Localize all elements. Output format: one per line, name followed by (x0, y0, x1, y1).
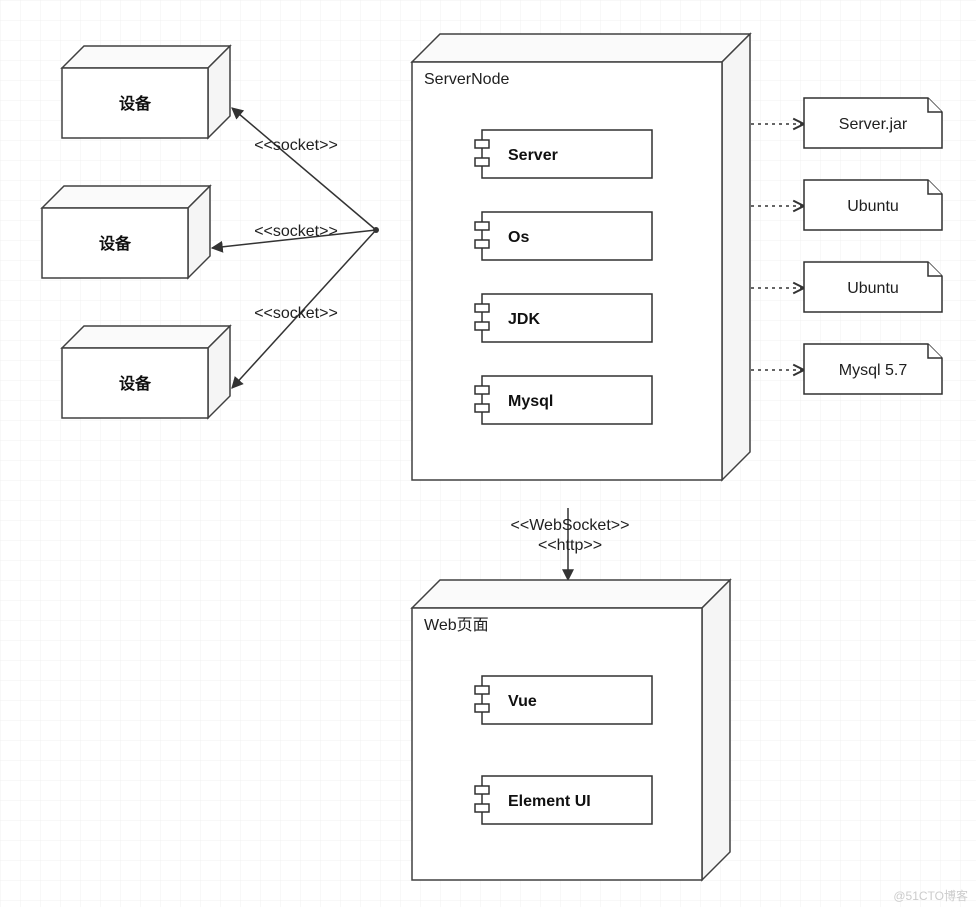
artifact-a-ubuntu2: Ubuntu (804, 262, 942, 312)
node-title: 设备 (99, 234, 132, 253)
artifact-a-ubuntu1: Ubuntu (804, 180, 942, 230)
artifact-a-serverjar: Server.jar (804, 98, 942, 148)
edge-label: <<socket>> (254, 305, 338, 322)
component-c-server: Server (475, 130, 652, 178)
node-title: 设备 (119, 94, 152, 113)
node-dev2: 设备 (42, 186, 210, 278)
component-c-jdk: JDK (475, 294, 652, 342)
node-web: Web页面 Vue Element UI (412, 580, 730, 880)
component-label: Mysql (508, 393, 553, 410)
component-label: Element UI (508, 793, 591, 810)
component-label: Os (508, 229, 529, 246)
node-title: ServerNode (424, 71, 509, 88)
node-server: ServerNode Server Os JDK Mysql (412, 34, 750, 480)
artifact-label: Server.jar (839, 116, 908, 133)
artifact-a-mysql57: Mysql 5.7 (804, 344, 942, 394)
artifact-label: Ubuntu (847, 280, 899, 297)
deployment-diagram: 设备设备设备ServerNodeServerOsJDKMysqlWeb页面Vue… (0, 0, 976, 907)
component-c-mysql: Mysql (475, 376, 652, 424)
component-label: Server (508, 147, 558, 164)
node-dev3: 设备 (62, 326, 230, 418)
node-title: 设备 (119, 374, 152, 393)
watermark: @51CTO博客 (893, 888, 968, 903)
component-c-el: Element UI (475, 776, 652, 824)
artifact-label: Ubuntu (847, 198, 899, 215)
edge-label: <<WebSocket>> (511, 517, 630, 534)
node-dev1: 设备 (62, 46, 230, 138)
component-label: JDK (508, 311, 540, 328)
component-c-os: Os (475, 212, 652, 260)
component-label: Vue (508, 693, 537, 710)
node-title: Web页面 (424, 617, 489, 634)
edge-label: <<socket>> (254, 223, 338, 240)
edge-label: <<socket>> (254, 137, 338, 154)
artifact-label: Mysql 5.7 (839, 362, 908, 379)
component-c-vue: Vue (475, 676, 652, 724)
edge-label: <<http>> (538, 537, 602, 554)
